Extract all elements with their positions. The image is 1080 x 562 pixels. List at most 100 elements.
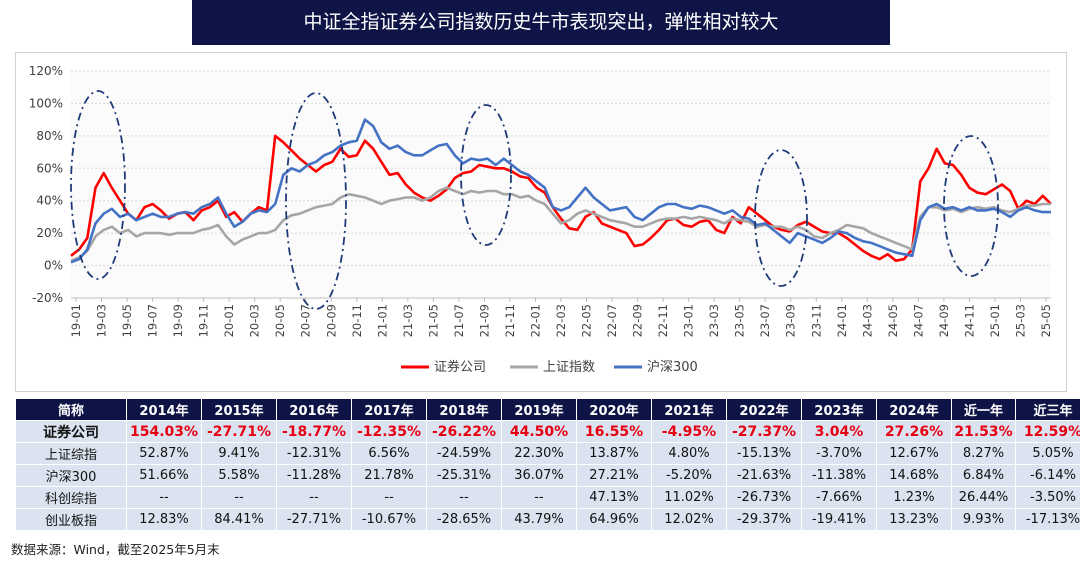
table-cell: -- [126,486,202,509]
table-cell: 科创综指 [15,486,127,509]
x-tick-label: 24-07 [911,304,925,337]
table-cell: -4.95% [651,420,727,443]
table-header-cell: 2021年 [651,398,727,421]
x-tick-label: 19-09 [171,304,185,337]
table-cell: 3.04% [801,420,877,443]
y-tick-label: -20% [32,291,63,305]
table-header-cell: 2022年 [726,398,802,421]
table-cell: 84.41% [201,508,277,531]
table-header-cell: 2017年 [351,398,427,421]
x-tick-label: 22-09 [631,304,645,337]
table-cell: 51.66% [126,464,202,487]
table-cell: 6.84% [951,464,1016,487]
x-tick-label: 25-03 [1013,304,1027,337]
x-tick-label: 23-05 [733,304,747,337]
chart-title-banner: 中证全指证券公司指数历史牛市表现突出，弹性相对较大 [192,0,890,45]
x-tick-label: 19-03 [95,304,109,337]
x-tick-label: 25-05 [1039,304,1053,337]
series-line [70,186,1051,262]
chart-title: 中证全指证券公司指数历史牛市表现突出，弹性相对较大 [303,11,779,33]
x-tick-label: 21-01 [375,304,389,337]
table-cell: 13.87% [576,442,652,465]
x-tick-label: 19-01 [69,304,83,337]
table-cell: -6.14% [1015,464,1080,487]
series-line [70,134,1052,262]
table-cell: 13.23% [876,508,952,531]
x-tick-label: 23-01 [682,304,696,337]
highlight-ellipse [70,90,126,280]
table-cell: 1.23% [876,486,952,509]
table-cell: 12.59% [1015,420,1080,443]
table-cell: -12.35% [351,420,427,443]
table-cell: -11.38% [801,464,877,487]
x-tick-label: 21-05 [426,304,440,337]
y-tick-label: 0% [44,259,63,273]
table-cell: -11.28% [276,464,352,487]
table-header-cell: 2020年 [576,398,652,421]
table-cell: 创业板指 [15,508,127,531]
table-cell: -5.20% [651,464,727,487]
table-header-cell: 近一年 [951,398,1016,421]
y-tick-label: 120% [29,64,63,78]
table-header-cell: 2024年 [876,398,952,421]
table-cell: 9.41% [201,442,277,465]
table-cell: 47.13% [576,486,652,509]
x-tick-label: 24-09 [937,304,951,337]
x-tick-label: 20-09 [324,304,338,337]
table-cell: 上证综指 [15,442,127,465]
y-tick-label: 80% [36,129,63,143]
legend-label: 沪深300 [647,359,698,375]
highlight-ellipse [285,92,347,310]
table-cell: 12.02% [651,508,727,531]
table-cell: 证券公司 [15,420,127,443]
table-cell: 22.30% [501,442,577,465]
table-cell: 154.03% [126,420,202,443]
table-cell: 36.07% [501,464,577,487]
table-cell: -15.13% [726,442,802,465]
x-tick-label: 23-09 [784,304,798,337]
table-cell: 沪深300 [15,464,127,487]
table-cell: -26.73% [726,486,802,509]
table-cell: -26.22% [426,420,502,443]
table-cell: 43.79% [501,508,577,531]
x-tick-label: 20-07 [299,304,313,337]
x-tick-label: 22-07 [605,304,619,337]
table-cell: -- [426,486,502,509]
table-cell: 5.58% [201,464,277,487]
y-tick-label: 60% [36,161,63,175]
table-header-cell: 2019年 [501,398,577,421]
x-tick-label: 25-01 [988,304,1002,337]
x-tick-label: 24-11 [962,304,976,337]
table-cell: -19.41% [801,508,877,531]
y-tick-label: 40% [36,194,63,208]
highlight-ellipse [943,135,999,277]
table-row: 创业板指 12.83% 84.41% -27.71% -10.67% -28.65% 43.… [15,508,1080,531]
table-cell: 44.50% [501,420,577,443]
table-header-cell: 2018年 [426,398,502,421]
x-tick-label: 22-11 [656,304,670,337]
table-cell: 64.96% [576,508,652,531]
table-cell: 14.68% [876,464,952,487]
table-cell: 27.21% [576,464,652,487]
table-header-cell: 近三年 [1015,398,1080,421]
highlight-ellipse [460,104,512,246]
table-row: 证券公司 154.03% -27.71% -18.77% -12.35% -26.22% 4… [15,420,1080,443]
x-tick-label: 21-11 [503,304,517,337]
table-cell: -18.77% [276,420,352,443]
performance-table: 简称 2014年 2015年 2016年 2017年 2018年 2019年 2020年 202… [15,398,1080,531]
line-chart: -20% 0% 20% 40% 60% 80% 100% 120% 19-01 19-03 19-0… [29,64,1053,375]
table-cell: -27.37% [726,420,802,443]
table-cell: -21.63% [726,464,802,487]
x-tick-label: 23-03 [707,304,721,337]
table-cell: 9.93% [951,508,1016,531]
table-cell: -- [201,486,277,509]
table-cell: -27.71% [201,420,277,443]
x-tick-label: 23-11 [809,304,823,337]
table-cell: 27.26% [876,420,952,443]
table-body: 证券公司 154.03% -27.71% -18.77% -12.35% -26.22% 4… [15,420,1080,531]
legend-label: 上证指数 [543,360,595,375]
x-tick-label: 19-11 [197,304,211,337]
table-cell: 11.02% [651,486,727,509]
table-cell: -3.50% [1015,486,1080,509]
table-cell: -3.70% [801,442,877,465]
